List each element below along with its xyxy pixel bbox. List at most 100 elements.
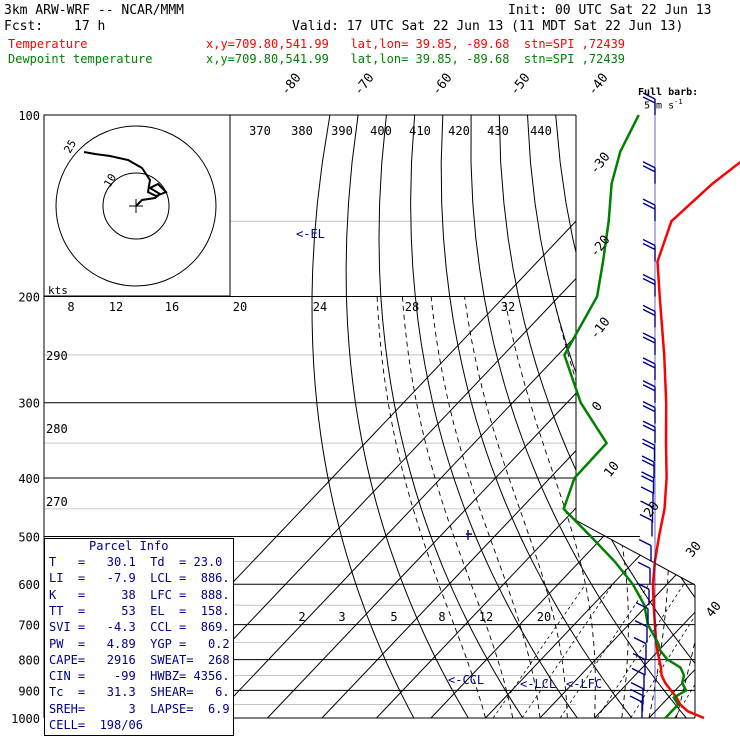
hodograph-kts-label: kts [48, 284, 68, 297]
parcel-info-row: CELL= 198/06 [49, 718, 143, 732]
isotherm-label: -70 [351, 71, 377, 99]
theta-low-label: 270 [46, 495, 68, 509]
wind-barb [630, 696, 642, 718]
pressure-label: 400 [18, 472, 40, 486]
wind-barb-flag [638, 562, 650, 568]
mixing-ratio-label: 24 [313, 300, 327, 314]
dry-adiabat [697, 115, 740, 718]
dry-adiabat [312, 115, 414, 718]
theta-label: 400 [370, 124, 392, 138]
isotherm-line [486, 115, 740, 718]
theta-label: 440 [530, 124, 552, 138]
parcel-info-row: SREH= 3 LAPSE= 6.9 [49, 702, 230, 716]
pressure-label: 200 [18, 291, 40, 305]
isotherm-label: 30 [683, 539, 704, 561]
parcel-info-row: TT = 53 EL = 158. [49, 604, 230, 618]
wind-barb [643, 305, 655, 327]
parcel-info-row: Tc = 31.3 SHEAR= 6. [49, 685, 230, 699]
wind-barb-flag [635, 621, 647, 627]
temperature-legend-label: Temperature [8, 37, 87, 51]
mixing-ratio-line [560, 584, 649, 718]
parcel-marker-icon [466, 530, 472, 540]
dewpoint-legend-info: x,y=709.80,541.99 lat,lon= 39.85, -89.68… [206, 52, 625, 66]
wind-barb-flag [641, 487, 653, 493]
parcel-info-row: CAPE= 2916 SWEAT= 268 [49, 653, 230, 667]
forecast-hour: 17 h [74, 20, 105, 34]
dry-adiabat [725, 115, 740, 718]
isotherm-label: 10 [601, 459, 622, 481]
moist-adiabat [431, 297, 540, 719]
moist-adiabat [731, 297, 740, 719]
profile-lines [564, 115, 740, 718]
wind-barb [643, 199, 655, 221]
isotherm-label: -60 [429, 71, 455, 99]
wind-barb-flag [633, 653, 645, 659]
dry-adiabat [528, 115, 740, 718]
init-time: Init: 00 UTC Sat 22 Jun 13 [508, 4, 712, 18]
mixing-ratio-low-label: 8 [438, 610, 445, 624]
dry-adiabat [669, 115, 740, 718]
theta-low-label: 280 [46, 422, 68, 436]
wind-barb [643, 333, 655, 355]
pressure-label: 500 [18, 530, 40, 544]
pressure-label: 600 [18, 578, 40, 592]
dewpoint-legend-label: Dewpoint temperature [8, 52, 153, 66]
forecast-label: Fcst: [4, 20, 43, 34]
isotherm-label: -20 [587, 233, 613, 261]
theta-label: 410 [409, 124, 431, 138]
isotherm-line [377, 115, 740, 718]
moist-adiabat [504, 297, 595, 719]
isotherm-label: -30 [587, 150, 613, 178]
mixing-ratio-low-label: 3 [338, 610, 345, 624]
mixing-ratio-low-label: 5 [390, 610, 397, 624]
isotherm-line [540, 115, 740, 718]
isotherm-label: -50 [507, 71, 533, 99]
parcel-info-row: PW = 4.89 YGP = 0.2 [49, 637, 230, 651]
wind-barb [631, 689, 643, 711]
isotherm-label: 40 [703, 599, 724, 621]
dry-adiabat [379, 115, 523, 718]
pressure-label: 300 [18, 397, 40, 411]
pressure-label: 700 [18, 619, 40, 633]
isotherm-line [704, 115, 740, 718]
theta-label: 390 [331, 124, 353, 138]
wind-barb [643, 240, 655, 262]
barb-legend-unit: 5 m s [644, 100, 674, 111]
wind-barb [643, 358, 655, 380]
moist-adiabat [676, 297, 718, 719]
mixing-ratio-label: 16 [165, 300, 179, 314]
theta-label: 420 [448, 124, 470, 138]
wind-barb-flag [631, 683, 643, 689]
dry-adiabats [312, 115, 740, 718]
mixing-ratio-label: 32 [501, 300, 515, 314]
parcel-info-row: T = 30.1 Td = 23.0 [49, 555, 222, 569]
pressure-label: 800 [18, 654, 40, 668]
valid-time: Valid: 17 UTC Sat 22 Jun 13 (11 MDT Sat … [292, 20, 683, 34]
wind-barb-flag [630, 696, 642, 702]
parcel-info-row: K = 38 LFC = 888. [49, 588, 230, 602]
moist-adiabat [465, 297, 568, 719]
level-marker-el: <-EL [296, 227, 325, 241]
dry-adiabat [584, 115, 740, 718]
wind-barb [643, 402, 655, 424]
isotherm-label: -10 [587, 315, 613, 343]
isotherm-line [431, 115, 740, 718]
moist-adiabat [402, 297, 512, 719]
level-marker-lcl: <-LCL [520, 677, 556, 691]
barb-legend-exponent: -1 [674, 98, 682, 106]
dry-adiabat [612, 115, 740, 718]
mixing-ratio-line [675, 584, 740, 718]
isotherm-label: -80 [278, 71, 304, 99]
wind-barb-flag [634, 638, 646, 644]
mixing-ratio-low-label: 2 [298, 610, 305, 624]
wind-barb-flag [639, 539, 651, 545]
moist-adiabat [704, 297, 740, 719]
wind-barb-flag [632, 668, 644, 674]
parcel-info-row: CIN = -99 HWBZ= 4356. [49, 669, 230, 683]
mixing-ratio-low-label: 12 [479, 610, 493, 624]
wind-barb [638, 562, 650, 584]
isotherm-label: -40 [585, 71, 611, 99]
